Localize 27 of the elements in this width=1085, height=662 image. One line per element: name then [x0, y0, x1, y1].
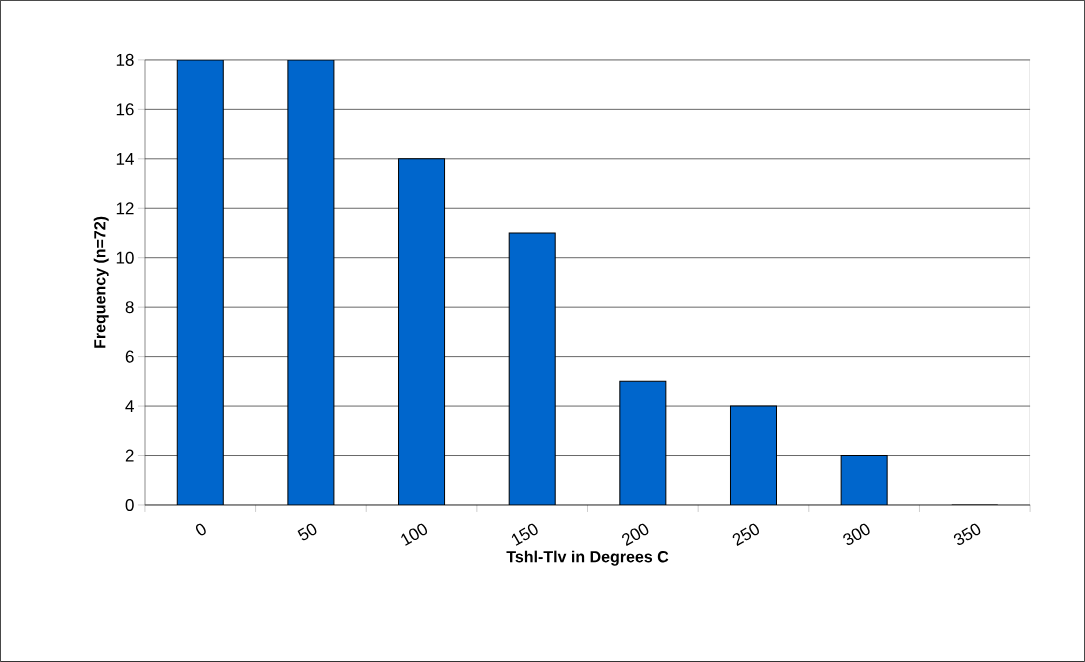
- y-tick-label: 12: [116, 202, 134, 215]
- y-tick-label: 14: [116, 152, 134, 165]
- y-tick-label: 18: [116, 53, 134, 66]
- y-tick-label: 6: [125, 350, 134, 363]
- x-axis-title: Tshl-Tlv in Degrees C: [506, 550, 669, 566]
- y-tick-label: 2: [125, 449, 134, 462]
- x-tick-label: 300: [843, 523, 870, 546]
- x-tick-label: 100: [401, 523, 428, 546]
- x-tick-label: 250: [732, 523, 759, 547]
- y-tick-label: 4: [125, 400, 134, 412]
- y-tick-label: 10: [116, 251, 134, 264]
- bar: [508, 232, 556, 506]
- x-tick-label: 50: [297, 523, 317, 541]
- bar: [619, 380, 667, 506]
- bar: [729, 405, 777, 506]
- x-tick-label: 150: [511, 523, 538, 546]
- bar: [398, 158, 446, 506]
- x-tick-label: 200: [622, 523, 649, 547]
- y-tick-label: 0: [125, 499, 134, 512]
- bar: [840, 455, 888, 506]
- y-axis-title: Frequency (n=72): [93, 216, 109, 348]
- bar: [287, 59, 335, 506]
- y-tick-label: 16: [116, 103, 134, 116]
- x-tick-label: 0: [195, 523, 206, 536]
- bar: [176, 59, 224, 506]
- x-tick-label: 350: [953, 523, 981, 546]
- y-tick-label: 8: [125, 301, 134, 314]
